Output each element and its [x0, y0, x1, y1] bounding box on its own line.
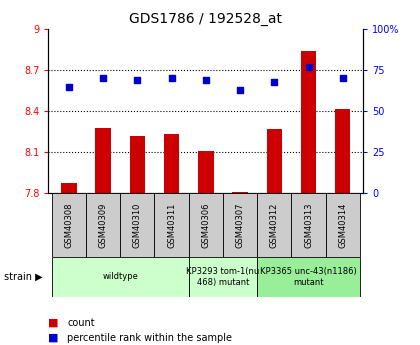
Bar: [189, 193, 223, 257]
Bar: [164, 134, 179, 193]
Text: KP3365 unc-43(n1186)
mutant: KP3365 unc-43(n1186) mutant: [260, 267, 357, 287]
Point: [271, 79, 278, 85]
Bar: [61, 183, 76, 193]
Bar: [130, 136, 145, 193]
Text: wildtype: wildtype: [102, 272, 138, 282]
Text: GSM40313: GSM40313: [304, 203, 313, 248]
Bar: [95, 128, 111, 193]
Text: GSM40314: GSM40314: [338, 203, 347, 248]
Text: GSM40307: GSM40307: [236, 203, 244, 248]
Bar: [267, 129, 282, 193]
Bar: [257, 193, 291, 257]
Bar: [120, 193, 155, 257]
Text: GSM40309: GSM40309: [99, 203, 108, 248]
Text: KP3293 tom-1(nu
468) mutant: KP3293 tom-1(nu 468) mutant: [186, 267, 260, 287]
Bar: [301, 51, 316, 193]
Bar: [198, 151, 213, 193]
Bar: [86, 193, 120, 257]
Bar: [223, 193, 257, 257]
Title: GDS1786 / 192528_at: GDS1786 / 192528_at: [129, 11, 282, 26]
Bar: [326, 193, 360, 257]
Point: [168, 76, 175, 81]
Bar: [189, 257, 257, 297]
Text: GSM40311: GSM40311: [167, 203, 176, 248]
Text: GSM40308: GSM40308: [64, 203, 74, 248]
Point: [237, 87, 244, 93]
Text: percentile rank within the sample: percentile rank within the sample: [67, 333, 232, 343]
Text: ■: ■: [48, 318, 59, 327]
Text: GSM40306: GSM40306: [201, 203, 210, 248]
Point: [66, 84, 72, 89]
Bar: [155, 193, 189, 257]
Point: [202, 77, 209, 83]
Point: [134, 77, 141, 83]
Bar: [291, 193, 326, 257]
Text: GSM40312: GSM40312: [270, 203, 279, 248]
Bar: [232, 192, 248, 193]
Point: [100, 76, 106, 81]
Text: ■: ■: [48, 333, 59, 343]
Text: strain ▶: strain ▶: [4, 272, 43, 282]
Text: count: count: [67, 318, 95, 327]
Bar: [52, 193, 86, 257]
Text: GSM40310: GSM40310: [133, 203, 142, 248]
Bar: [335, 109, 350, 193]
Bar: [257, 257, 360, 297]
Bar: [52, 257, 189, 297]
Point: [339, 76, 346, 81]
Point: [305, 64, 312, 70]
